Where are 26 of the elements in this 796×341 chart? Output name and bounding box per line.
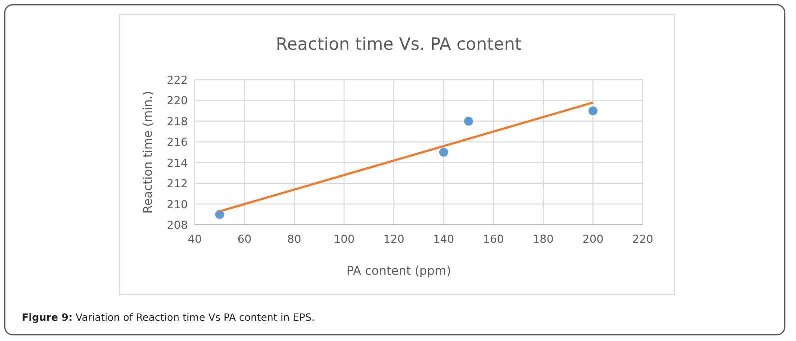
x-tick-label: 140	[433, 233, 454, 246]
y-tick-label: 220	[167, 94, 188, 108]
point	[215, 210, 224, 220]
caption: Figure 9: Variation of Reaction time Vs PA content in EPS.	[22, 313, 315, 324]
y-tick-label: 216	[167, 136, 188, 150]
y-tick-label: 222	[167, 74, 188, 87]
x-tick-label: 160	[483, 233, 504, 246]
x-tick-label: 40	[188, 233, 202, 246]
y-axis-title: Reaction time (min.)	[141, 91, 155, 214]
y-tick-label: 218	[167, 115, 188, 128]
x-axis-title: PA content (ppm)	[346, 264, 452, 278]
point	[588, 106, 598, 116]
x-tick-label: 100	[334, 233, 355, 246]
x-tick-label: 180	[532, 233, 554, 246]
x-tick-label: 80	[288, 233, 302, 246]
y-tick-label: 210	[167, 198, 188, 212]
x-tick-label: 220	[632, 233, 654, 246]
x-tick-label: 120	[384, 233, 405, 246]
point	[464, 116, 474, 126]
y-tick-label: 214	[167, 156, 188, 170]
point	[439, 148, 448, 157]
y-tick-label: 212	[167, 178, 188, 191]
x-tick-label: 60	[238, 233, 252, 246]
chart-title: Reaction time Vs. PA content	[276, 35, 522, 55]
y-tick-label: 208	[167, 219, 188, 232]
x-tick-label: 200	[582, 233, 604, 246]
